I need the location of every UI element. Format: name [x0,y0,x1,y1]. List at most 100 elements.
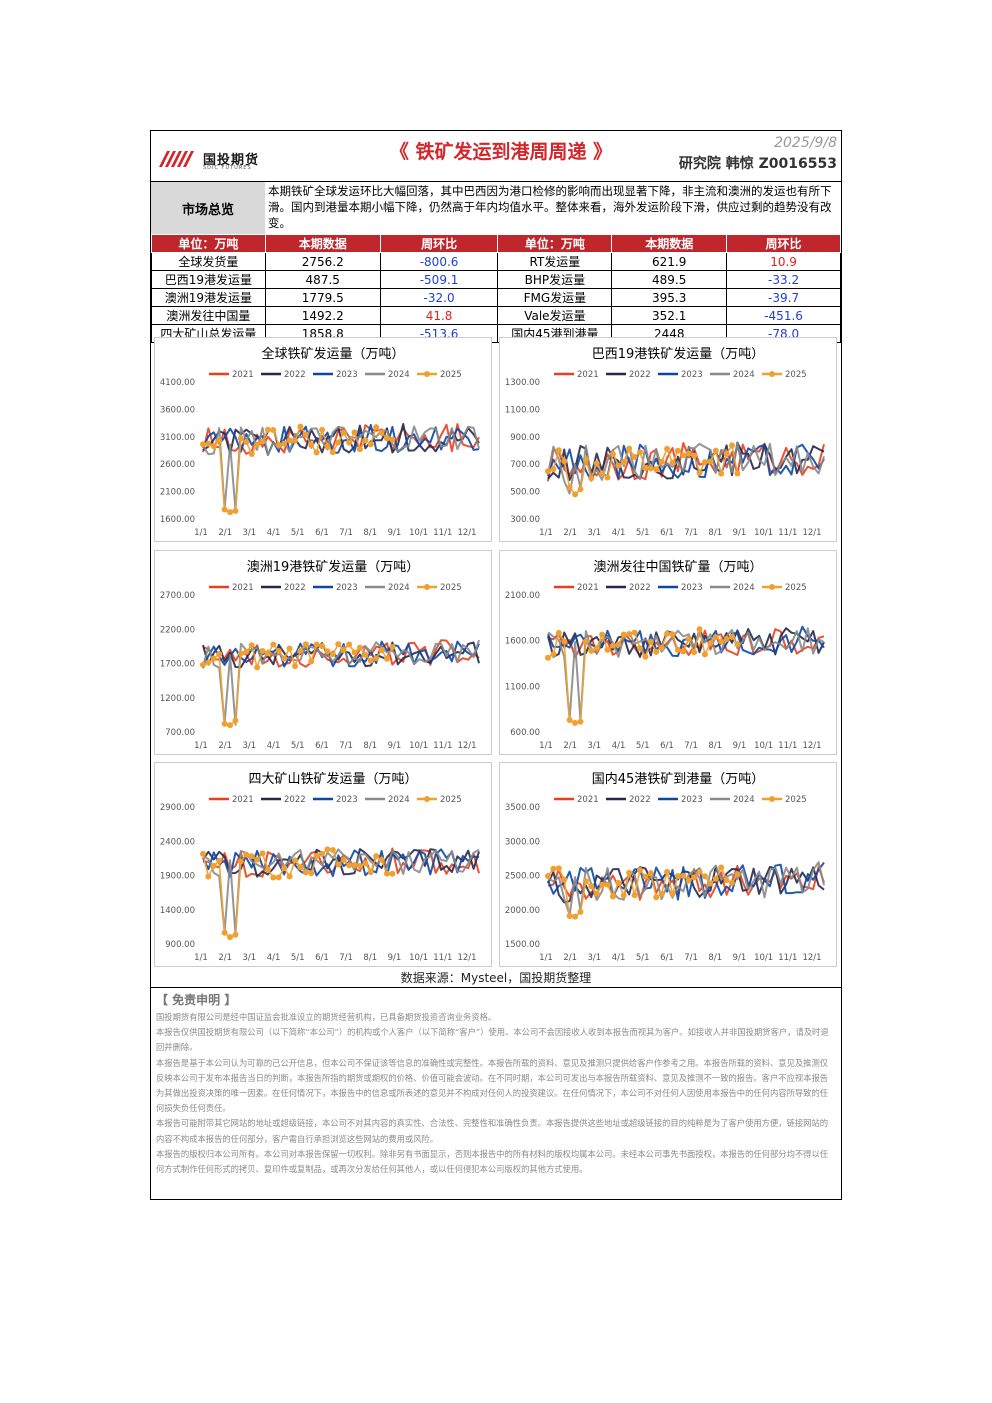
series-point-2025 [707,640,714,647]
x-tick-label: 11/1 [433,528,452,538]
series-point-2025 [346,439,353,446]
series-point-2025 [696,469,703,476]
series-point-2025 [723,450,730,457]
table-cell: 2756.2 [264,252,381,271]
x-tick-label: 4/1 [267,953,281,963]
x-tick-label: 3/1 [588,528,602,538]
series-point-2025 [718,864,725,871]
x-tick-label: 2/1 [563,528,577,538]
x-tick-label: 12/1 [802,741,821,751]
table-cell: Vale发运量 [497,306,613,325]
series-point-2025 [237,435,244,442]
table-cell: 621.9 [611,252,728,271]
y-tick-label: 1100.00 [505,682,540,692]
legend-marker [424,371,430,377]
x-tick-label: 3/1 [588,953,602,963]
logo-mark-icon [159,151,194,167]
series-point-2025 [669,459,676,466]
series-point-2025 [588,475,595,482]
series-point-2025 [275,874,282,881]
series-point-2025 [243,439,250,446]
series-point-2025 [335,861,342,868]
series-point-2025 [647,870,654,877]
x-tick-label: 11/1 [433,953,452,963]
series-point-2025 [674,873,681,880]
series-point-2025 [340,647,347,654]
series-point-2025 [362,860,369,867]
series-point-2025 [669,631,676,638]
x-tick-label: 4/1 [612,528,626,538]
x-tick-label: 2/1 [218,528,232,538]
series-line-2024 [547,861,825,917]
series-point-2025 [588,647,595,654]
series-point-2025 [302,431,309,438]
x-tick-label: 10/1 [409,741,428,751]
series-point-2025 [691,452,698,459]
series-point-2025 [254,664,261,671]
series-point-2025 [561,876,568,883]
x-tick-label: 12/1 [802,528,821,538]
legend-label: 2023 [681,583,703,593]
series-point-2025 [308,870,315,877]
x-tick-label: 1/1 [539,953,553,963]
series-point-2025 [545,468,551,475]
series-point-2025 [566,484,573,491]
series-point-2025 [637,645,643,652]
legend-label: 2022 [284,370,306,380]
x-tick-label: 7/1 [339,953,353,963]
table-row: 澳洲19港发运量 1779.5 -32.0 FMG发运量 395.3 -39.7 [151,288,841,307]
disclaimer-title: 【 免责申明 】 [156,993,237,1007]
report-frame: 国投期货 SDIC FUTURES 《 铁矿发运到港周周递 》 2025/9/8… [150,130,842,1200]
series-point-2025 [718,470,725,477]
series-point-2025 [286,645,293,652]
series-point-2025 [292,437,298,444]
legend-label: 2022 [284,583,306,593]
y-tick-label: 1200.00 [160,694,195,704]
series-point-2025 [707,458,714,465]
series-point-2025 [572,491,579,498]
series-point-2025 [669,890,676,897]
x-tick-label: 11/1 [433,741,452,751]
series-point-2025 [367,657,374,664]
series-point-2025 [642,465,649,472]
y-tick-label: 600.00 [510,728,540,738]
x-tick-label: 11/1 [778,741,797,751]
y-tick-label: 2500.00 [505,872,540,882]
x-tick-label: 2/1 [563,953,577,963]
x-tick-label: 7/1 [684,953,698,963]
series-point-2025 [248,451,255,458]
series-point-2025 [599,881,606,888]
x-tick-label: 5/1 [636,741,650,751]
series-point-2025 [221,506,228,513]
series-point-2025 [647,465,654,472]
series-point-2025 [674,447,681,454]
y-tick-label: 1400.00 [160,906,195,916]
x-tick-label: 3/1 [243,953,257,963]
data-source: 数据来源：Mysteel，国投期货整理 [400,971,592,985]
series-point-2025 [313,641,320,648]
series-point-2025 [712,447,719,454]
legend-label: 2025 [440,583,462,593]
legend-label: 2022 [284,795,306,805]
series-point-2025 [609,893,616,900]
x-tick-label: 4/1 [267,528,281,538]
series-point-2025 [723,877,730,884]
series-point-2025 [642,653,649,660]
x-tick-label: 7/1 [339,741,353,751]
series-point-2025 [680,872,687,879]
x-tick-label: 6/1 [315,741,329,751]
y-tick-label: 1900.00 [160,872,195,882]
table-header-cell: 本期数据 [264,234,381,253]
x-tick-label: 10/1 [409,953,428,963]
summary-text: 本期铁矿全球发运环比大幅回落，其中巴西因为港口检修的影响而出现显著下降，非主流和… [268,184,832,230]
x-tick-label: 10/1 [754,953,773,963]
series-point-2025 [577,486,584,493]
series-point-2025 [653,648,660,655]
x-tick-label: 2/1 [218,741,232,751]
legend-marker [424,796,430,802]
series-point-2025 [577,908,584,915]
legend-label: 2021 [577,583,599,593]
disclaimer-paragraph: 本报告的版权归本公司所有。本公司对本报告保留一切权利。除非另有书面显示，否则本报… [156,1148,829,1175]
legend-label: 2023 [336,583,358,593]
legend-label: 2025 [440,795,462,805]
